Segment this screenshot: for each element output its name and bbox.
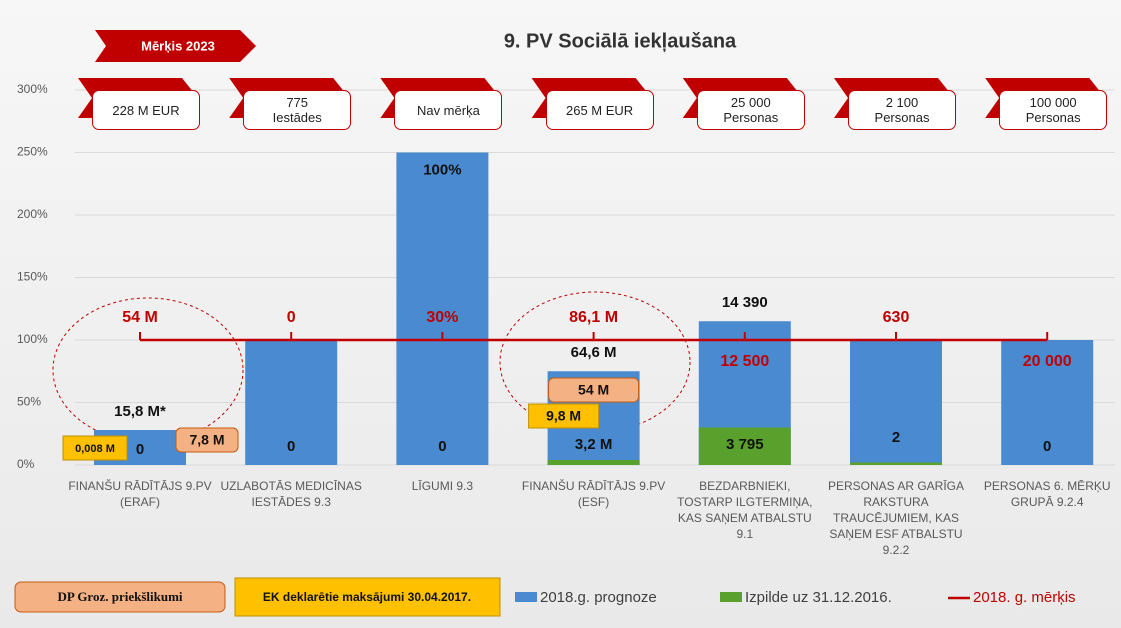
x-tick-label: LĪGUMI 9.3 [411, 479, 474, 493]
bar [245, 340, 338, 465]
target-box: 2 100 Personas [848, 90, 956, 130]
proposal-label: 7,8 M [189, 432, 224, 448]
y-tick-label: 200% [17, 207, 48, 221]
y-tick-label: 250% [17, 145, 48, 159]
x-tick-label: FINANŠU RĀDĪTĀJS 9.PV (ESF) [521, 479, 666, 509]
highlight-ellipse [52, 297, 244, 443]
progress-label: 3 795 [726, 436, 764, 453]
proposal-label: 54 M [578, 382, 609, 398]
legend-label: 2018. g. mērķis [973, 589, 1076, 606]
x-tick-label: FINANŠU RĀDĪTĀJS 9.PV (ERAF) [68, 479, 212, 509]
payment-box [528, 403, 600, 429]
y-tick-label: 0% [17, 457, 35, 471]
chart-title: 9. PV Sociālā iekļaušana [504, 30, 737, 52]
bar [396, 152, 489, 465]
target-box: 265 M EUR [545, 90, 654, 130]
payment-label: 9,8 M [546, 408, 581, 424]
target-box: 775 Iestādes [243, 90, 352, 130]
goal-label: 30% [426, 309, 458, 326]
payment-label: 0,008 M [75, 443, 115, 455]
goal-label: 86,1 M [569, 309, 618, 326]
x-tick-label: BEZDARBNIEKI, TOSTARP ILGTERMIŅA, KAS SA… [677, 479, 813, 541]
legend-swatch [515, 592, 537, 602]
highlight-ellipse [499, 291, 691, 433]
progress-label: 3,2 M [575, 436, 613, 453]
goal-label: 0 [287, 309, 296, 326]
bar [547, 460, 640, 465]
progress-label: 0 [1043, 438, 1051, 455]
goal-label: 630 [883, 309, 910, 326]
y-tick-label: 150% [17, 270, 48, 284]
legend-label: Izpilde uz 31.12.2016. [745, 589, 892, 606]
progress-label: 2 [892, 429, 900, 446]
progress-label: 0 [287, 438, 295, 455]
bar [850, 340, 942, 465]
x-tick-label: PERSONAS AR GARĪGA RAKSTURA TRAUCĒJUMIEM… [827, 479, 965, 557]
banner: Mērķis 2023 [141, 38, 215, 53]
legend-label: 2018.g. prognoze [540, 589, 657, 606]
y-tick-label: 50% [17, 395, 41, 409]
target-box: 25 000 Personas [696, 90, 805, 130]
bar [850, 462, 942, 465]
target-box: Nav mērķa [394, 90, 503, 130]
goal-label: 20 000 [1023, 353, 1072, 370]
bar-label: 15,8 M* [114, 403, 166, 420]
payment-box [62, 435, 128, 461]
target-box: 228 M EUR [92, 90, 200, 130]
x-tick-label: PERSONAS 6. MĒRĶU GRUPĀ 9.2.4 [983, 479, 1111, 509]
y-tick-label: 100% [17, 332, 48, 346]
bar-label: 64,6 M [571, 344, 617, 361]
goal-label: 54 M [122, 309, 158, 326]
bar [698, 427, 791, 465]
progress-label: 0 [136, 441, 144, 458]
bar-label: 14 390 [722, 294, 768, 311]
proposal-box [548, 377, 640, 403]
y-tick-label: 300% [17, 82, 48, 96]
legend-label: EK deklarētie maksājumi 30.04.2017. [263, 590, 471, 604]
legend-box [14, 581, 226, 613]
goal-label: 12 500 [720, 353, 769, 370]
legend-box [234, 577, 501, 617]
target-box: 100 000 Personas [999, 90, 1108, 130]
bar [1001, 340, 1094, 465]
bar-label: 100% [423, 161, 461, 178]
progress-label: 0 [438, 438, 446, 455]
banner-shape [95, 30, 256, 62]
proposal-box [175, 427, 239, 453]
x-tick-label: UZLABOTĀS MEDICĪNAS IESTĀDES 9.3 [220, 479, 362, 509]
legend-label: DP Groz. priekšlikumi [57, 589, 182, 604]
legend-swatch [720, 592, 742, 602]
